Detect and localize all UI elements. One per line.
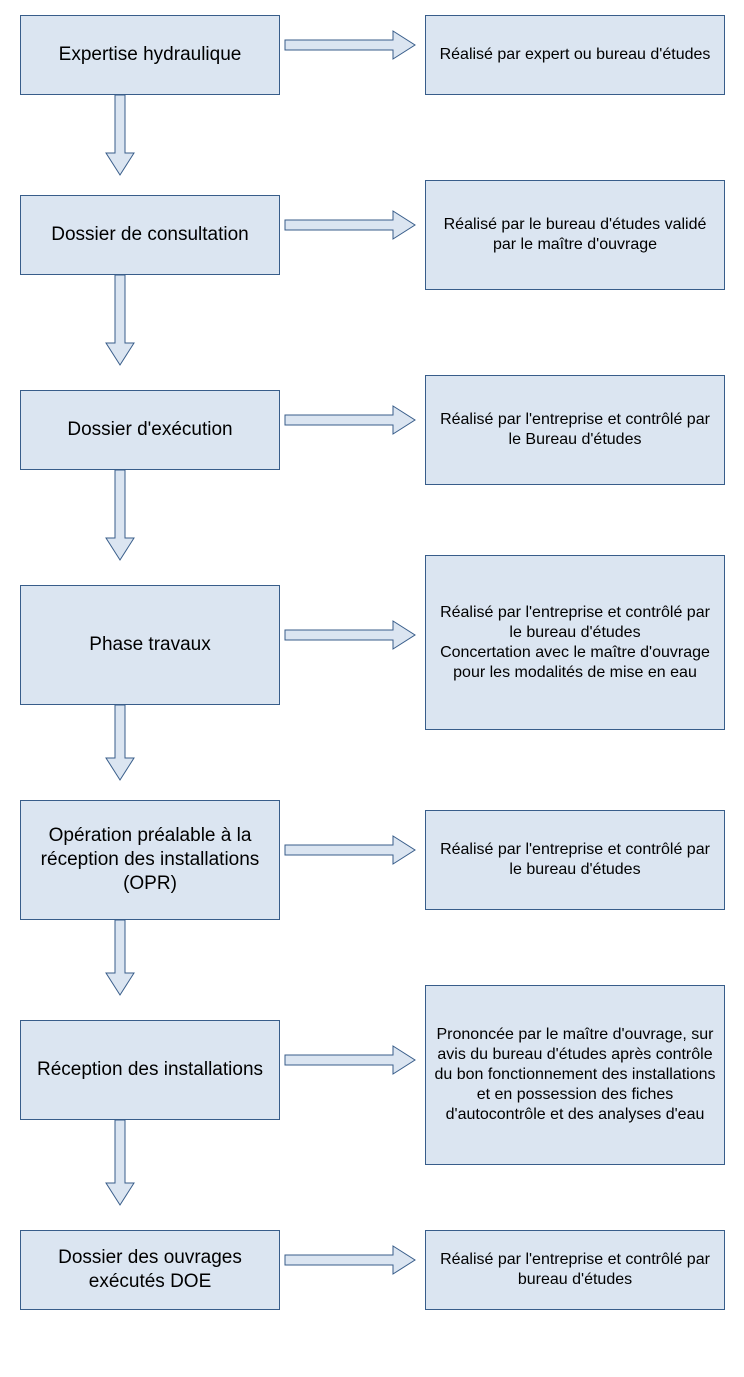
v-arrow [106, 705, 134, 780]
h-arrow [285, 1246, 415, 1274]
v-arrow [106, 1120, 134, 1205]
step-title-4: Opération préalable à la réception des i… [20, 800, 280, 920]
step-desc-1: Réalisé par le bureau d'études validé pa… [425, 180, 725, 290]
h-arrow [285, 836, 415, 864]
step-desc-4: Réalisé par l'entreprise et contrôlé par… [425, 810, 725, 910]
step-desc-0: Réalisé par expert ou bureau d'études [425, 15, 725, 95]
step-desc-3: Réalisé par l'entreprise et contrôlé par… [425, 555, 725, 730]
step-title-0: Expertise hydraulique [20, 15, 280, 95]
flowchart-canvas: Expertise hydraulique Réalisé par expert … [0, 0, 744, 1377]
step-title-1: Dossier de consultation [20, 195, 280, 275]
v-arrow [106, 920, 134, 995]
h-arrow [285, 31, 415, 59]
step-desc-2: Réalisé par l'entreprise et contrôlé par… [425, 375, 725, 485]
h-arrow [285, 211, 415, 239]
step-title-3: Phase travaux [20, 585, 280, 705]
h-arrow [285, 1046, 415, 1074]
step-title-2: Dossier d'exécution [20, 390, 280, 470]
step-title-5: Réception des installations [20, 1020, 280, 1120]
h-arrow [285, 406, 415, 434]
step-title-6: Dossier des ouvrages exécutés DOE [20, 1230, 280, 1310]
step-desc-6: Réalisé par l'entreprise et contrôlé par… [425, 1230, 725, 1310]
v-arrow [106, 95, 134, 175]
step-desc-5: Prononcée par le maître d'ouvrage, sur a… [425, 985, 725, 1165]
v-arrow [106, 275, 134, 365]
v-arrow [106, 470, 134, 560]
h-arrow [285, 621, 415, 649]
